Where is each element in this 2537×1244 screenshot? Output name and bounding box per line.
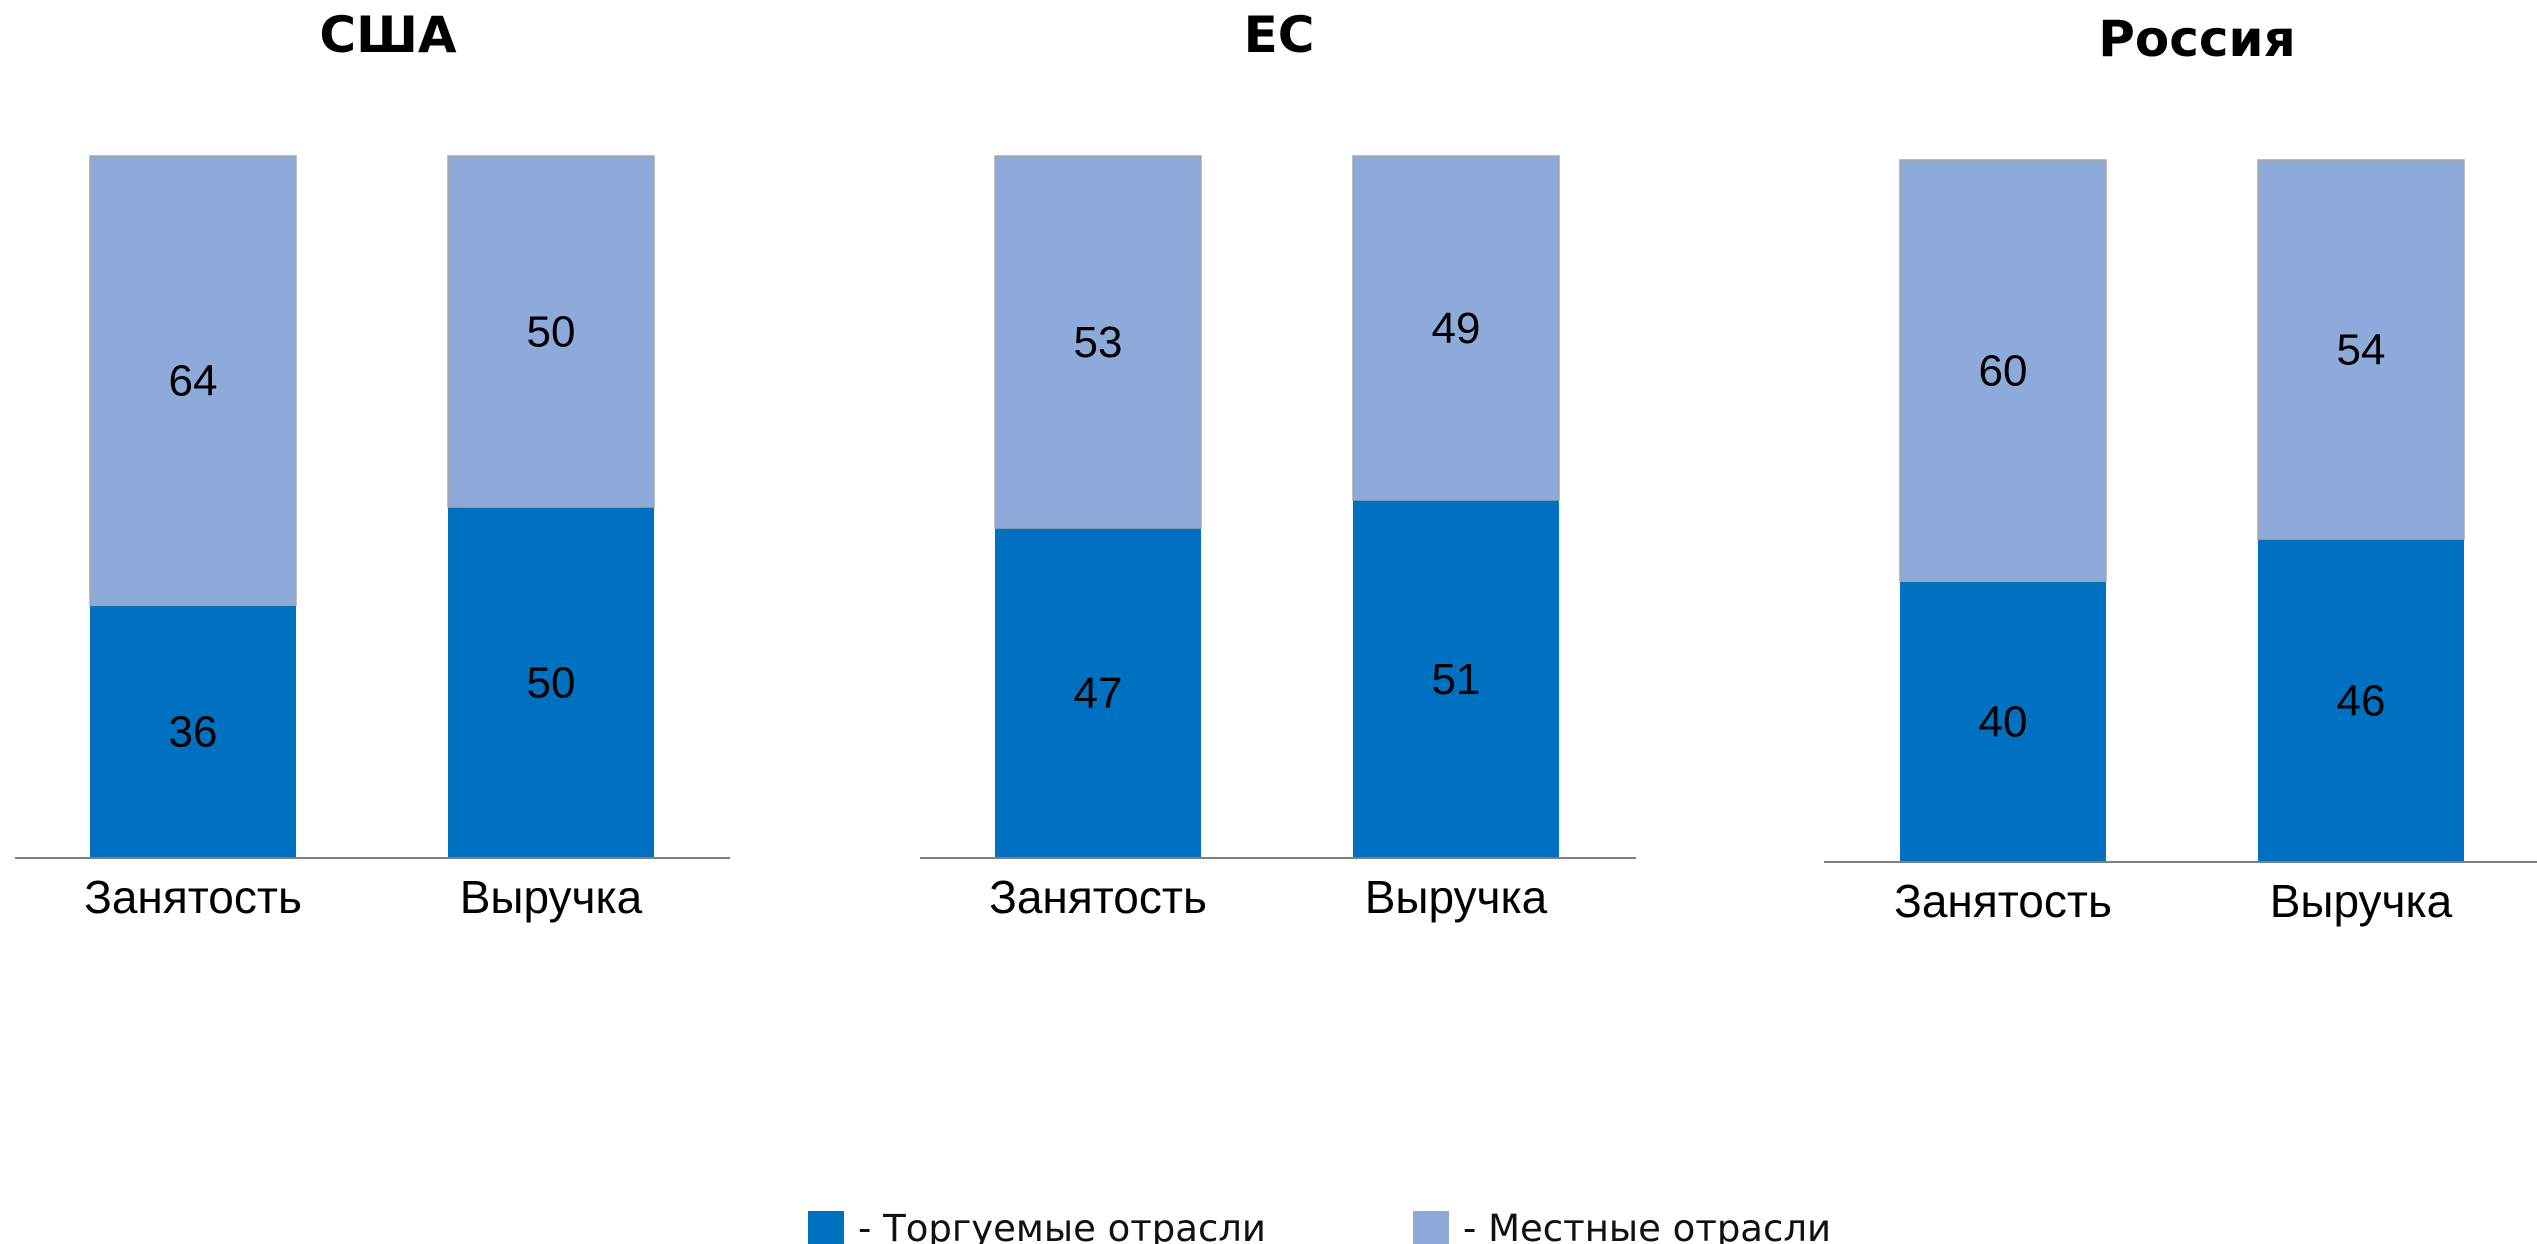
bar-russia-employment-local	[1899, 159, 2107, 582]
bar-russia-employment-tradable	[1900, 581, 2106, 862]
bar-usa-employment-local	[89, 155, 297, 607]
bar-eu-revenue-tradable	[1353, 499, 1559, 858]
chart-usa: США 36 64 Занятость 50 50 Выручка	[15, 6, 730, 923]
legend-swatch-tradable	[808, 1210, 844, 1244]
chart-title-russia: Россия	[2098, 10, 2295, 68]
value-label-usa-revenue-local: 50	[527, 308, 576, 357]
chart-title-eu: ЕС	[1244, 6, 1315, 64]
value-label-eu-employment-tradable: 47	[1074, 669, 1123, 718]
legend-item-local: - Местные отрасли	[1413, 1207, 1831, 1244]
value-label-eu-employment-local: 53	[1074, 318, 1123, 367]
bar-russia-revenue-local	[2257, 159, 2465, 540]
value-label-russia-employment-local: 60	[1979, 347, 2028, 396]
legend: - Торгуемые отрасли - Местные отрасли	[0, 1185, 2537, 1244]
chart-title-usa: США	[319, 6, 456, 64]
legend-label-local: - Местные отрасли	[1463, 1207, 1832, 1244]
chart-eu: ЕС 47 53 Занятость 51 49 Выручка	[920, 6, 1636, 923]
value-label-russia-employment-tradable: 40	[1979, 698, 2028, 747]
bar-eu-employment-tradable	[995, 528, 1201, 858]
chart-russia: Россия 40 60 Занятость 46 54 Выручка	[1824, 10, 2537, 927]
legend-swatch-local	[1413, 1210, 1449, 1244]
legend-item-tradable: - Торгуемые отрасли	[808, 1207, 1266, 1244]
bar-eu-revenue-local	[1352, 155, 1560, 501]
value-label-eu-revenue-tradable: 51	[1432, 655, 1481, 704]
bar-russia-revenue-tradable	[2258, 539, 2464, 862]
category-label-usa-revenue: Выручка	[460, 871, 643, 923]
bar-usa-revenue-local	[447, 155, 655, 508]
category-label-eu-employment: Занятость	[989, 871, 1207, 923]
value-label-russia-revenue-tradable: 46	[2337, 677, 2386, 726]
bar-usa-employment-tradable	[90, 605, 296, 858]
bar-eu-employment-local	[994, 155, 1202, 529]
value-label-eu-revenue-local: 49	[1432, 304, 1481, 353]
value-label-usa-revenue-tradable: 50	[527, 659, 576, 708]
category-label-eu-revenue: Выручка	[1365, 871, 1548, 923]
value-label-russia-revenue-local: 54	[2337, 326, 2386, 375]
value-label-usa-employment-tradable: 36	[169, 708, 218, 757]
category-label-russia-employment: Занятость	[1894, 875, 2112, 927]
value-label-usa-employment-local: 64	[169, 357, 218, 406]
legend-label-tradable: - Торгуемые отрасли	[858, 1207, 1266, 1244]
bar-usa-revenue-tradable	[448, 507, 654, 858]
category-label-russia-revenue: Выручка	[2270, 875, 2453, 927]
category-label-usa-employment: Занятость	[84, 871, 302, 923]
